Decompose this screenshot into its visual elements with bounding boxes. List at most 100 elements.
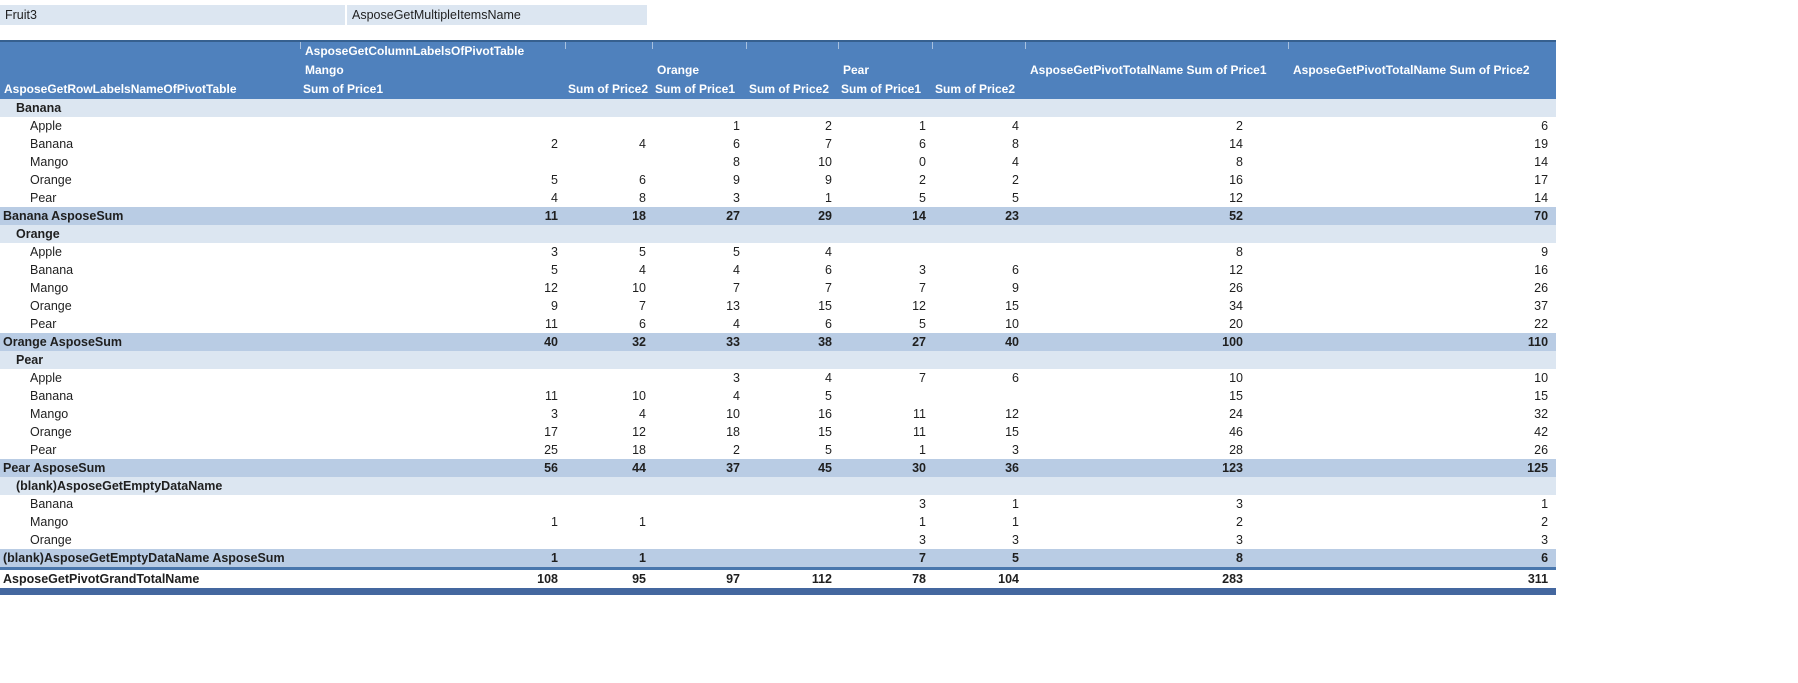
cell-mango-price2[interactable]: 10	[632, 389, 646, 403]
cell-total-price1[interactable]: 46	[1229, 425, 1243, 439]
cell-pear-price1[interactable]: 3	[919, 497, 926, 511]
cell-total-price2[interactable]: 125	[1288, 459, 1557, 477]
cell-pear-price1[interactable]	[838, 351, 932, 369]
header-orange-price2[interactable]: Sum of Price2	[746, 79, 838, 99]
cell-orange-price2[interactable]	[746, 531, 838, 549]
cell-total-price2[interactable]	[1288, 99, 1557, 117]
cell-orange-price2[interactable]: 15	[818, 299, 832, 313]
cell-total-price2[interactable]: 14	[1534, 191, 1549, 205]
cell-mango-price1[interactable]: 40	[300, 333, 565, 351]
col-group-mango[interactable]: Mango	[300, 60, 652, 79]
cell-total-price1[interactable]	[1025, 99, 1288, 117]
cell-orange-price2[interactable]: 38	[746, 333, 838, 351]
cell-pear-price2[interactable]: 36	[932, 459, 1025, 477]
cell-total-price1[interactable]: 8	[1236, 245, 1243, 259]
header-pear-price2[interactable]: Sum of Price2	[932, 79, 1025, 99]
cell-total-price1[interactable]: 12	[1229, 191, 1243, 205]
cell-orange-price2[interactable]: 4	[825, 245, 832, 259]
cell-pear-price1[interactable]: 7	[838, 549, 932, 570]
cell-total-price2[interactable]: 1	[1541, 497, 1549, 511]
cell-pear-price2[interactable]	[932, 351, 1025, 369]
cell-mango-price2[interactable]: 6	[639, 173, 646, 187]
cell-total-price1[interactable]: 12	[1229, 263, 1243, 277]
cell-total-price1[interactable]: 14	[1229, 137, 1243, 151]
cell-orange-price1[interactable]: 4	[733, 263, 740, 277]
cell-mango-price1[interactable]: 11	[300, 207, 565, 225]
cell-mango-price1[interactable]: 9	[551, 299, 558, 313]
cell-pear-price1[interactable]	[838, 477, 932, 495]
cell-total-price1[interactable]: 52	[1025, 207, 1288, 225]
cell-mango-price2[interactable]	[565, 225, 652, 243]
cell-orange-price1[interactable]: 37	[652, 459, 746, 477]
cell-orange-price2[interactable]: 9	[825, 173, 832, 187]
cell-pear-price1[interactable]: 30	[838, 459, 932, 477]
filter-field-cell[interactable]: Fruit3	[0, 5, 346, 25]
cell-orange-price1[interactable]: 33	[652, 333, 746, 351]
row-label-cell[interactable]: Apple	[30, 245, 62, 259]
row-label-cell[interactable]: Banana AsposeSum	[0, 207, 300, 225]
cell-total-price2[interactable]: 9	[1541, 245, 1549, 259]
cell-mango-price2[interactable]: 4	[639, 263, 646, 277]
cell-orange-price2[interactable]: 5	[825, 389, 832, 403]
cell-mango-price1[interactable]: 56	[300, 459, 565, 477]
cell-pear-price1[interactable]: 5	[919, 317, 926, 331]
cell-mango-price1[interactable]	[300, 351, 565, 369]
row-label-cell[interactable]: Mango	[30, 281, 69, 295]
cell-orange-price1[interactable]: 6	[733, 137, 740, 151]
cell-mango-price1[interactable]: 25	[544, 443, 558, 457]
row-label-cell[interactable]: Orange	[0, 225, 300, 243]
cell-total-price2[interactable]: 32	[1534, 407, 1549, 421]
row-labels-header[interactable]: AsposeGetRowLabelsNameOfPivotTable	[0, 79, 300, 99]
cell-pear-price1[interactable]: 11	[913, 425, 926, 439]
row-label-cell[interactable]: Orange	[30, 173, 72, 187]
cell-orange-price2[interactable]: 6	[825, 317, 832, 331]
cell-pear-price1[interactable]: 11	[913, 407, 926, 421]
cell-mango-price2[interactable]	[565, 153, 652, 171]
column-labels-header[interactable]: AsposeGetColumnLabelsOfPivotTable	[300, 41, 1557, 60]
cell-pear-price2[interactable]	[932, 99, 1025, 117]
cell-orange-price1[interactable]	[652, 477, 746, 495]
cell-mango-price2[interactable]	[565, 369, 652, 387]
cell-orange-price2[interactable]: 10	[818, 155, 832, 169]
cell-mango-price1[interactable]: 3	[551, 407, 558, 421]
cell-orange-price2[interactable]	[746, 225, 838, 243]
row-label-cell[interactable]: Pear AsposeSum	[0, 459, 300, 477]
cell-mango-price1[interactable]	[300, 495, 565, 513]
cell-total-price1[interactable]: 123	[1025, 459, 1288, 477]
header-mango-price2[interactable]: Sum of Price2	[565, 79, 652, 99]
cell-mango-price1[interactable]: 1	[300, 549, 565, 570]
cell-orange-price1[interactable]: 13	[726, 299, 740, 313]
row-label-cell[interactable]: (blank)AsposeGetEmptyDataName	[0, 477, 300, 495]
cell-total-price1[interactable]: 28	[1229, 443, 1243, 457]
cell-orange-price2[interactable]: 2	[825, 119, 832, 133]
cell-orange-price2[interactable]: 16	[818, 407, 832, 421]
cell-pear-price1[interactable]	[838, 387, 932, 405]
cell-mango-price2[interactable]	[565, 351, 652, 369]
cell-pear-price1[interactable]	[838, 99, 932, 117]
cell-orange-price1[interactable]: 10	[726, 407, 740, 421]
cell-mango-price1[interactable]: 11	[545, 389, 558, 403]
cell-mango-price2[interactable]: 12	[632, 425, 646, 439]
cell-pear-price1[interactable]: 1	[919, 443, 926, 457]
cell-pear-price1[interactable]: 7	[919, 371, 926, 385]
cell-pear-price1[interactable]: 5	[919, 191, 926, 205]
cell-total-price1[interactable]: 3	[1236, 533, 1243, 547]
cell-total-price2[interactable]: 19	[1534, 137, 1549, 151]
cell-orange-price2[interactable]: 45	[746, 459, 838, 477]
cell-total-price2[interactable]: 2	[1541, 515, 1549, 529]
cell-pear-price2[interactable]	[932, 387, 1025, 405]
cell-mango-price2[interactable]: 1	[565, 549, 652, 570]
row-label-cell[interactable]: Orange	[30, 533, 72, 547]
row-label-cell[interactable]: AsposeGetPivotGrandTotalName	[0, 568, 300, 588]
cell-mango-price2[interactable]: 4	[639, 137, 646, 151]
cell-mango-price1[interactable]: 108	[300, 568, 565, 588]
row-label-cell[interactable]: Apple	[30, 371, 62, 385]
cell-orange-price2[interactable]	[746, 477, 838, 495]
cell-mango-price1[interactable]	[300, 117, 565, 135]
cell-pear-price2[interactable]: 5	[932, 549, 1025, 570]
cell-orange-price1[interactable]	[652, 549, 746, 570]
col-total-price1[interactable]: AsposeGetPivotTotalName Sum of Price1	[1025, 60, 1288, 79]
row-label-cell[interactable]: Orange AsposeSum	[0, 333, 300, 351]
cell-pear-price2[interactable]: 23	[932, 207, 1025, 225]
cell-pear-price1[interactable]: 1	[919, 515, 926, 529]
